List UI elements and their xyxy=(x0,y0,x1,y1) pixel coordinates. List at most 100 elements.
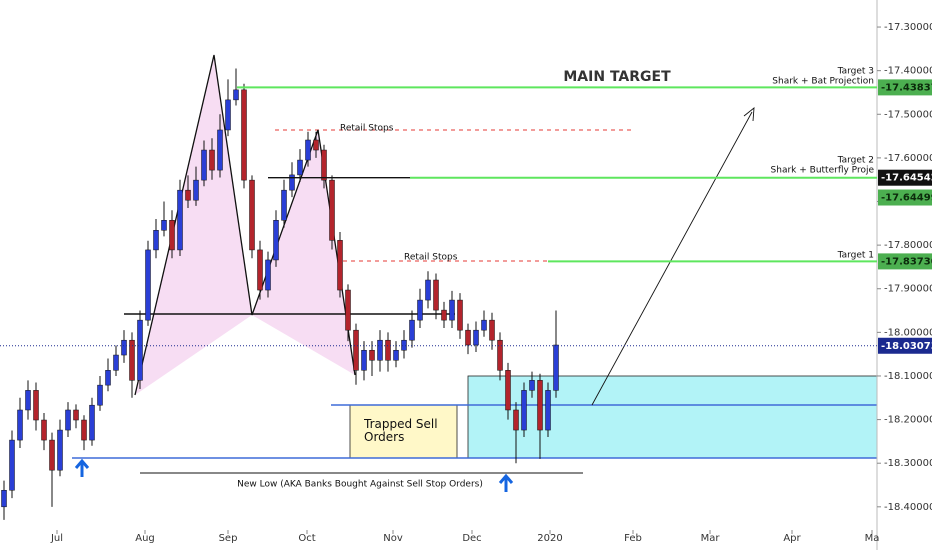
y-tick-label: -17.80000 xyxy=(884,240,932,251)
candle-body xyxy=(441,309,447,321)
up-arrow xyxy=(74,458,90,477)
y-tick-label: -18.00000 xyxy=(884,327,932,338)
candle-body xyxy=(489,319,495,341)
price-label: -17.64542 xyxy=(881,173,932,184)
candle-body xyxy=(169,220,175,251)
y-tick-label: -17.40000 xyxy=(884,66,932,77)
candle-body xyxy=(289,174,295,191)
candle-body xyxy=(273,220,279,261)
candle-body xyxy=(433,279,439,311)
candle-body xyxy=(249,179,255,251)
candle-body xyxy=(537,380,543,431)
candle-body xyxy=(89,404,95,441)
candle-body xyxy=(81,419,87,441)
y-tick-label: -17.50000 xyxy=(884,109,932,120)
candle-body xyxy=(49,439,55,471)
x-tick-label: Nov xyxy=(383,533,403,544)
background-shapes xyxy=(72,0,878,550)
candle-body xyxy=(481,319,487,331)
retail-stops: Retail Stops xyxy=(340,124,394,134)
price-label: -18.03073 xyxy=(881,341,932,352)
price-label-box xyxy=(878,189,932,206)
candle-body xyxy=(65,409,71,431)
candle-body xyxy=(425,279,431,301)
target-desc: Shark + Bat Projection xyxy=(772,77,874,87)
candle-body xyxy=(465,329,471,346)
target-label: Target 1 xyxy=(837,251,874,261)
price-label-box xyxy=(878,253,932,270)
candle-body xyxy=(57,429,63,471)
pattern-fill xyxy=(135,55,252,395)
candle-body xyxy=(153,230,159,251)
candle-body xyxy=(113,354,119,371)
trapped-box xyxy=(349,404,458,459)
candle-body xyxy=(353,329,359,371)
candle-body xyxy=(233,89,239,101)
new-low-label: New Low (AKA Banks Bought Against Sell S… xyxy=(237,480,483,490)
y-tick-label: -18.40000 xyxy=(884,502,932,513)
candle-body xyxy=(185,189,191,201)
candle-body xyxy=(409,319,415,341)
candle-body xyxy=(33,390,39,421)
candle-body xyxy=(281,189,287,221)
candle-body xyxy=(345,289,351,331)
price-label-box xyxy=(878,79,932,96)
candle-body xyxy=(529,380,535,391)
candle-body xyxy=(545,390,551,431)
candle-body xyxy=(297,159,303,176)
up-arrow xyxy=(498,473,514,492)
projection-arrow xyxy=(591,111,753,406)
candle-body xyxy=(329,179,335,241)
price-label: -17.64499 xyxy=(881,193,932,204)
candle-body xyxy=(225,99,231,131)
x-tick-label: Aug xyxy=(135,533,155,544)
candle-body xyxy=(313,139,319,151)
price-label-box xyxy=(878,337,932,354)
candle-body xyxy=(241,89,247,181)
x-tick-label: Sep xyxy=(219,533,238,544)
y-tick-label: -17.90000 xyxy=(884,284,932,295)
candle-body xyxy=(97,384,103,406)
x-tick-label: Jul xyxy=(50,533,63,544)
candle-body xyxy=(513,409,519,431)
target-desc: Shark + Butterfly Proje xyxy=(771,166,875,176)
candle-body xyxy=(473,329,479,346)
candle-body xyxy=(137,319,143,381)
x-tick-label: Oct xyxy=(298,533,315,544)
candle-body xyxy=(201,149,207,181)
candle-body xyxy=(369,349,375,361)
candle-body xyxy=(161,220,167,231)
candle-body xyxy=(17,409,23,441)
x-tick-label: Dec xyxy=(462,533,481,544)
y-tick-label: -18.10000 xyxy=(884,371,932,382)
y-tick-label: -18.20000 xyxy=(884,415,932,426)
x-tick-label: Mar xyxy=(701,533,721,544)
candle-body xyxy=(505,370,511,411)
candle-body xyxy=(73,409,79,421)
y-tick-label: -18.30000 xyxy=(884,458,932,469)
x-tick-label: Apr xyxy=(783,533,801,544)
candle-body xyxy=(257,249,263,291)
y-tick-label: -17.30000 xyxy=(884,22,932,33)
candle-body xyxy=(385,339,391,361)
price-label: -17.43837 xyxy=(881,82,932,93)
arrow-head xyxy=(743,107,755,122)
candle-body xyxy=(129,339,135,381)
trapped-label: Trapped Sell Orders xyxy=(364,418,438,444)
trapped-label-box: Trapped Sell Orders xyxy=(364,418,438,444)
candle-body xyxy=(361,349,367,371)
candle-body xyxy=(337,240,343,291)
candle-body xyxy=(209,149,215,171)
target-label: Target 2 xyxy=(837,156,874,166)
candle-body xyxy=(177,189,183,251)
candle-body xyxy=(449,299,455,321)
price-label: -17.83730 xyxy=(881,256,932,267)
candle-body xyxy=(553,344,559,391)
candle-body xyxy=(305,139,311,161)
candle-body xyxy=(217,129,223,171)
x-tick-label: Ma xyxy=(865,533,880,544)
x-tick-label: Feb xyxy=(624,533,642,544)
candle-body xyxy=(25,390,31,411)
candle-body xyxy=(497,339,503,371)
